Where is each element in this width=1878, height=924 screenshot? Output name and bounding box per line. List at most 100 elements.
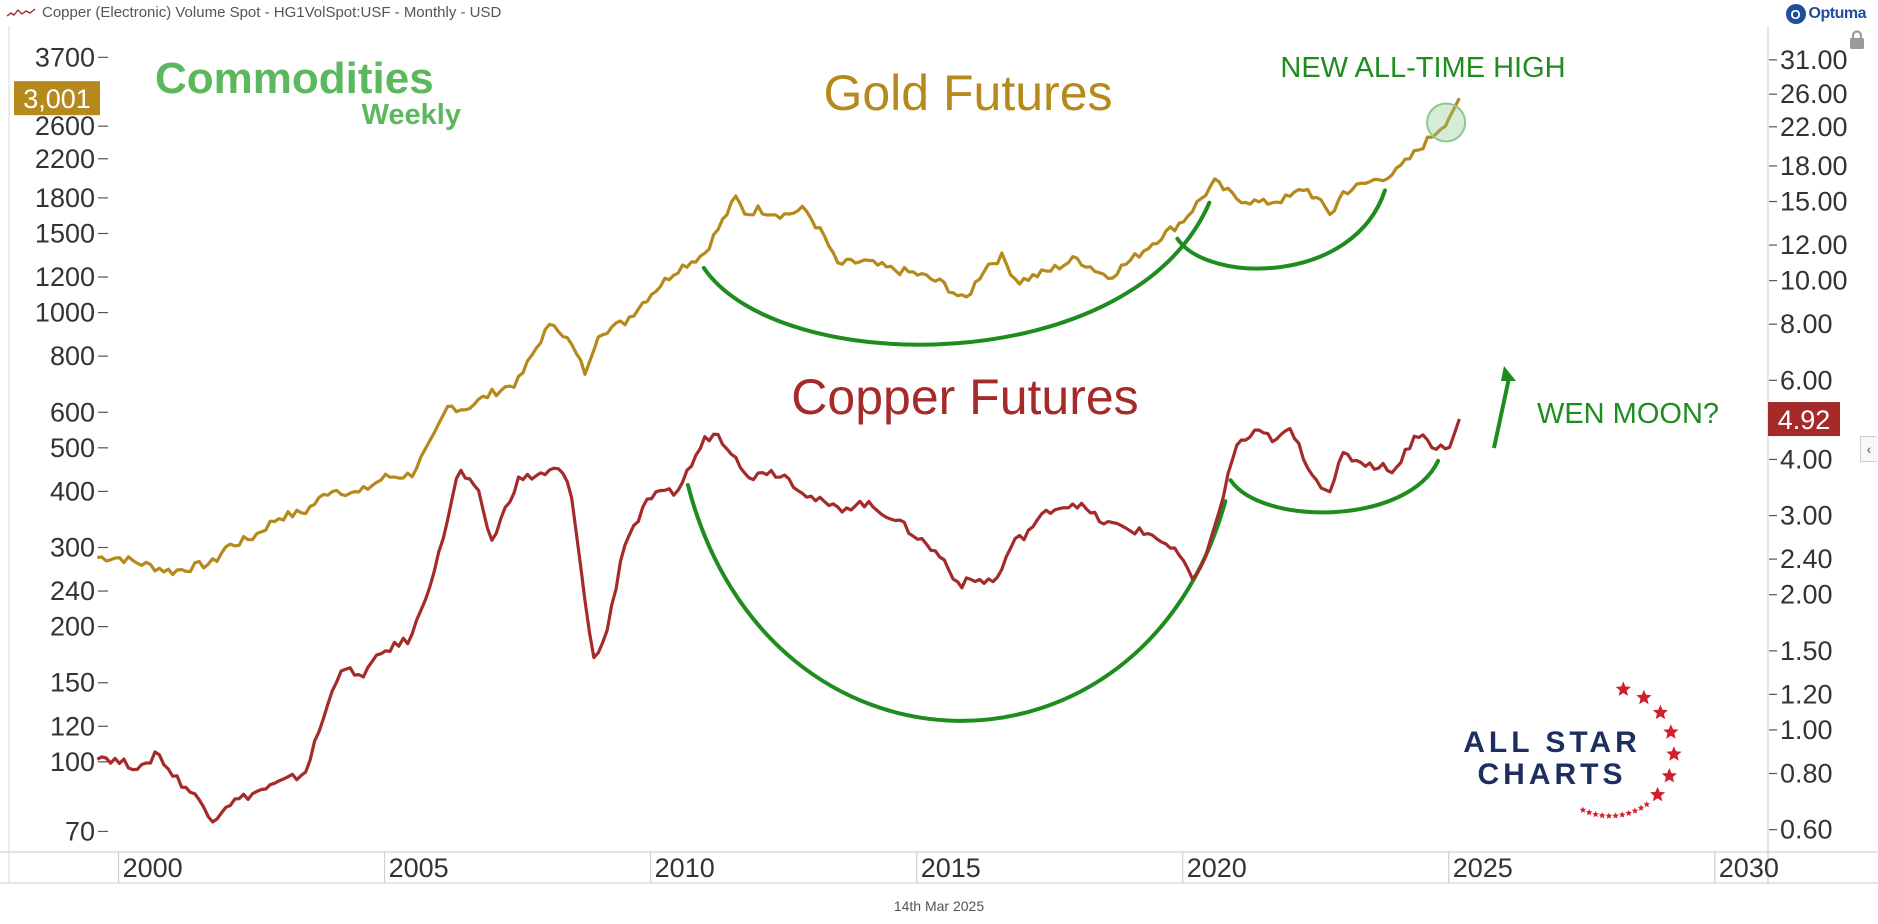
allstar-small-star — [1612, 812, 1619, 819]
right-tick-label: 12.00 — [1780, 230, 1848, 260]
x-tick-label: 2005 — [389, 853, 449, 883]
gold-last-value-badge — [14, 81, 100, 116]
cup-arcs — [685, 188, 1441, 723]
allstar-star — [1652, 704, 1668, 720]
left-tick-label: 400 — [50, 476, 95, 506]
allstar-small-star — [1585, 809, 1593, 816]
allstar-star — [1661, 768, 1677, 783]
right-tick-label: 8.00 — [1780, 309, 1833, 339]
lock-icon[interactable] — [1848, 30, 1866, 50]
allstar-small-star — [1643, 800, 1650, 808]
right-tick-label: 2.00 — [1780, 580, 1833, 610]
optuma-brand: O Optuma — [1785, 3, 1867, 25]
collapse-panel-button[interactable]: ‹ — [1860, 436, 1877, 462]
left-tick-label: 1800 — [35, 183, 95, 213]
last-value-badges: 3,001 4.92 — [14, 81, 1840, 437]
right-tick-label: 6.00 — [1780, 365, 1833, 395]
allstar-star — [1636, 689, 1652, 705]
commodities-weekly-title: Commodities — [155, 54, 434, 103]
right-tick-label: 18.00 — [1780, 151, 1848, 181]
left-tick-label: 240 — [50, 576, 95, 606]
all-star-charts-line1: ALL STAR — [1463, 726, 1641, 759]
allstar-small-star — [1631, 807, 1639, 814]
allstar-small-star — [1598, 812, 1606, 819]
right-tick-label: 26.00 — [1780, 79, 1848, 109]
gold-cup-large-arc — [701, 200, 1212, 347]
left-tick-label: 800 — [50, 341, 95, 371]
optuma-logo-icon: O — [1785, 4, 1806, 24]
left-tick-label: 3700 — [35, 42, 95, 72]
moon-arrow-shaft — [1492, 377, 1511, 449]
wen-moon-label: WEN MOON? — [1537, 398, 1719, 430]
left-tick-label: 1500 — [35, 218, 95, 248]
right-tick-label: 15.00 — [1780, 187, 1848, 217]
gold-futures-label: Gold Futures — [823, 65, 1112, 121]
copper-series-line — [96, 418, 1461, 824]
left-tick-label: 1000 — [35, 298, 95, 328]
right-tick-label: 1.20 — [1780, 679, 1833, 709]
gold-cup-small-arc — [1175, 188, 1387, 271]
chart-header: Copper (Electronic) Volume Spot - HG1Vol… — [0, 0, 1878, 26]
copper-futures-label: Copper Futures — [791, 369, 1138, 425]
left-tick-label: 2200 — [35, 144, 95, 174]
left-tick-label: 1200 — [35, 262, 95, 292]
left-tick-label: 70 — [65, 816, 95, 846]
left-tick-label: 100 — [50, 747, 95, 777]
x-axis: 2000 2005 2010 2015 2020 2025 2030 — [118, 852, 1779, 883]
all-time-high-label: NEW ALL-TIME HIGH — [1280, 52, 1565, 84]
left-tick-label: 300 — [50, 533, 95, 563]
right-tick-label: 0.80 — [1780, 758, 1833, 788]
optuma-brand-text: Optuma — [1808, 5, 1867, 22]
gold-series-line — [97, 97, 1461, 577]
copper-last-value-badge — [1768, 402, 1840, 437]
commodities-weekly-subtitle: Weekly — [362, 99, 461, 131]
right-tick-label: 10.00 — [1780, 266, 1848, 296]
x-tick-label: 2015 — [921, 853, 981, 883]
allstar-star — [1666, 746, 1682, 761]
right-tick-label: 4.00 — [1780, 444, 1833, 474]
all-star-charts-line2: CHARTS — [1478, 758, 1627, 791]
chevron-left-icon: ‹ — [1866, 441, 1872, 457]
left-tick-label: 150 — [50, 668, 95, 698]
all-time-high-circle — [1426, 102, 1467, 143]
right-tick-label: 2.40 — [1780, 544, 1833, 574]
allstar-star — [1615, 681, 1631, 696]
allstar-small-star — [1605, 812, 1613, 819]
allstar-small-star — [1592, 810, 1599, 818]
allstar-small-star — [1637, 804, 1645, 811]
left-tick-label: 200 — [50, 612, 95, 642]
copper-cup-large-arc — [685, 483, 1228, 723]
allstar-star — [1663, 724, 1679, 739]
right-tick-label: 0.60 — [1780, 815, 1833, 845]
allstar-small-star — [1579, 806, 1587, 813]
annotations: Gold Futures Copper Futures NEW ALL-TIME H… — [791, 52, 1719, 449]
date-label: 14th Mar 2025 — [893, 898, 985, 914]
chart-title: Copper (Electronic) Volume Spot - HG1Vol… — [42, 4, 502, 21]
right-tick-label: 22.00 — [1780, 112, 1848, 142]
allstar-star — [1650, 786, 1666, 802]
left-tick-label: 2600 — [35, 111, 95, 141]
series-lines — [96, 97, 1461, 824]
right-tick-label: 1.00 — [1780, 715, 1833, 745]
chart-type-icon — [6, 8, 36, 17]
copper-last-value: 4.92 — [1778, 405, 1831, 435]
right-tick-label: 3.00 — [1780, 501, 1833, 531]
right-tick-label: 31.00 — [1780, 45, 1848, 75]
allstar-small-star — [1625, 809, 1632, 816]
moon-arrow-head — [1501, 366, 1516, 381]
plot-frame — [0, 26, 1878, 884]
left-tick-label: 600 — [50, 397, 95, 427]
x-tick-label: 2025 — [1453, 853, 1513, 883]
x-tick-label: 2010 — [655, 853, 715, 883]
x-tick-label: 2000 — [123, 853, 183, 883]
left-tick-label: 120 — [50, 711, 95, 741]
x-tick-label: 2030 — [1719, 853, 1779, 883]
right-tick-label: 1.50 — [1780, 636, 1833, 666]
allstar-small-star — [1618, 811, 1626, 818]
gold-last-value: 3,001 — [23, 84, 91, 114]
left-tick-label: 500 — [50, 433, 95, 463]
